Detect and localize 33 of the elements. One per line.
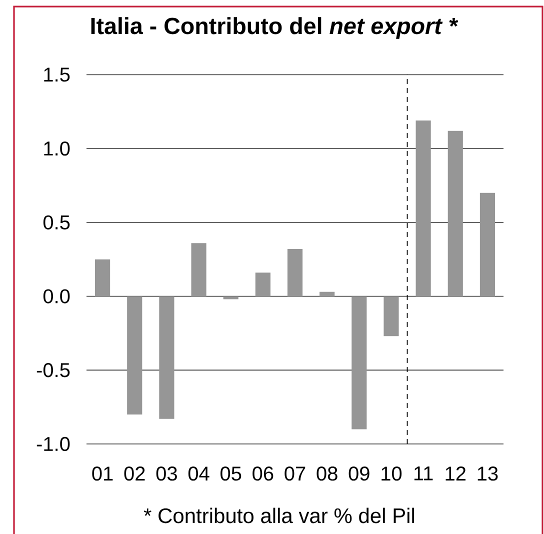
- x-tick-label: 04: [188, 466, 210, 481]
- x-tick-label: 10: [382, 466, 402, 481]
- x-tick-label: 05: [220, 466, 242, 481]
- bar: [255, 272, 270, 296]
- bar: [95, 259, 110, 296]
- bar: [384, 296, 399, 336]
- bar: [416, 120, 431, 296]
- chart-title: Italia - Contributo del net export*: [91, 17, 458, 39]
- x-tick-label: 02: [124, 466, 145, 481]
- y-tick-label: -0.5: [36, 363, 70, 378]
- x-tick-label: 08: [316, 466, 338, 481]
- x-tick-label: 01: [92, 466, 113, 481]
- bar: [320, 292, 335, 296]
- y-tick-label: 1.5: [44, 68, 70, 82]
- x-tick-label: 12: [446, 466, 466, 480]
- x-tick-label: 07: [284, 466, 306, 481]
- x-tick-label: 06: [252, 466, 274, 481]
- y-tick-label: -1.0: [36, 436, 70, 452]
- bar: [127, 296, 142, 414]
- bar: [287, 248, 303, 296]
- x-tick-label: 09: [348, 466, 370, 481]
- x-tick-label: 11: [414, 466, 433, 480]
- bar: [352, 296, 367, 430]
- x-tick-label: 13: [478, 466, 498, 481]
- text: * Contributo alla var % del Pil: [144, 508, 414, 524]
- y-tick-label: 0.5: [43, 215, 70, 230]
- bar: [159, 296, 174, 419]
- y-tick-label: 0.0: [43, 289, 70, 304]
- y-tick-label: 1.0: [44, 141, 70, 156]
- bar: [480, 192, 495, 296]
- bar: [191, 243, 206, 296]
- x-tick-label: 03: [156, 466, 177, 481]
- bar: [448, 130, 463, 296]
